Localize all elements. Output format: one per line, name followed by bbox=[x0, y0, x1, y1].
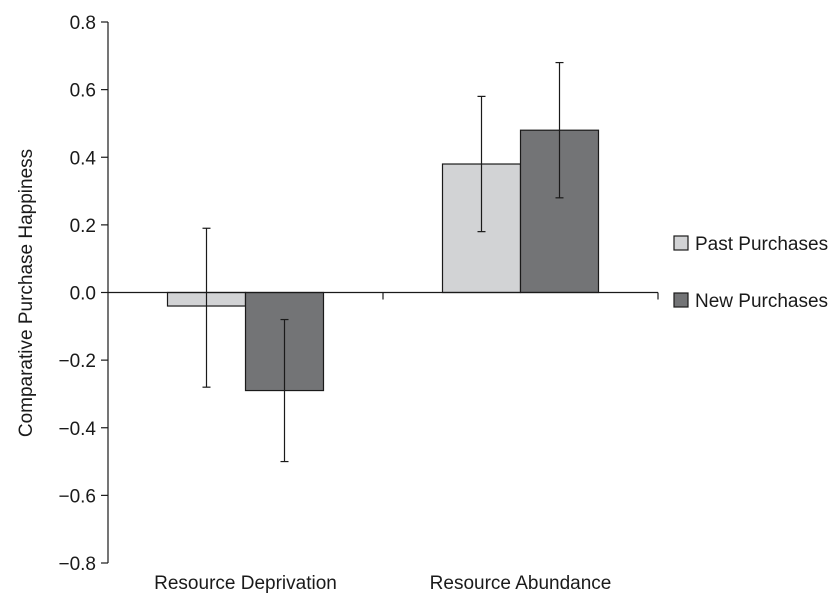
y-tick-label: 0.4 bbox=[70, 148, 97, 169]
y-tick-label: −0.2 bbox=[58, 351, 96, 372]
category-label: Resource Abundance bbox=[430, 573, 612, 594]
error-bars bbox=[202, 61, 564, 463]
y-tick-label: 0.6 bbox=[70, 81, 96, 102]
y-tick-label: 0.8 bbox=[70, 13, 96, 34]
y-tick-label: 0.2 bbox=[70, 216, 96, 237]
legend-swatch bbox=[673, 235, 689, 251]
category-labels: Resource Deprivation Resource Abundance bbox=[154, 573, 611, 594]
category-label: Resource Deprivation bbox=[154, 573, 337, 594]
legend: Past Purchases New Purchases bbox=[673, 234, 828, 312]
y-tick-label: 0.0 bbox=[70, 284, 96, 305]
y-tick-label: −0.4 bbox=[58, 419, 96, 440]
legend-label: New Purchases bbox=[695, 291, 828, 312]
y-tick-label: −0.8 bbox=[58, 554, 96, 575]
bars bbox=[166, 129, 600, 392]
y-tick-label: −0.6 bbox=[58, 486, 96, 507]
legend-swatch bbox=[673, 292, 689, 308]
legend-label: Past Purchases bbox=[695, 234, 828, 255]
x-axis-ticks bbox=[382, 292, 659, 300]
y-axis-title: Comparative Purchase Happiness bbox=[16, 149, 37, 437]
y-axis-ticks: 0.8 0.6 0.4 0.2 0.0 −0.2 −0.4 −0.6 −0.8 bbox=[58, 13, 108, 575]
